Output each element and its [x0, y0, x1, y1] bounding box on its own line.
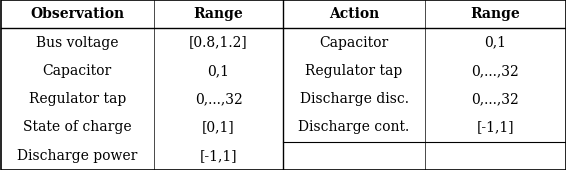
- Text: Capacitor: Capacitor: [42, 64, 112, 78]
- Text: 0,1: 0,1: [208, 64, 229, 78]
- Text: Discharge cont.: Discharge cont.: [298, 121, 410, 134]
- Text: Discharge disc.: Discharge disc.: [299, 92, 409, 106]
- Text: [-1,1]: [-1,1]: [477, 121, 514, 134]
- Text: Action: Action: [329, 7, 379, 21]
- Text: Regulator tap: Regulator tap: [306, 64, 403, 78]
- Text: 0,1: 0,1: [484, 36, 507, 49]
- Text: State of charge: State of charge: [23, 121, 131, 134]
- Text: Capacitor: Capacitor: [319, 36, 389, 49]
- Text: Discharge power: Discharge power: [17, 149, 138, 163]
- Text: 0,...,32: 0,...,32: [471, 64, 519, 78]
- Text: [0.8,1.2]: [0.8,1.2]: [189, 36, 248, 49]
- Text: [-1,1]: [-1,1]: [200, 149, 237, 163]
- Text: [0,1]: [0,1]: [202, 121, 235, 134]
- Text: 0,...,32: 0,...,32: [195, 92, 242, 106]
- Text: Range: Range: [194, 7, 243, 21]
- Text: Range: Range: [470, 7, 520, 21]
- Text: Regulator tap: Regulator tap: [29, 92, 126, 106]
- Text: Observation: Observation: [30, 7, 125, 21]
- Text: Bus voltage: Bus voltage: [36, 36, 118, 49]
- Text: 0,...,32: 0,...,32: [471, 92, 519, 106]
